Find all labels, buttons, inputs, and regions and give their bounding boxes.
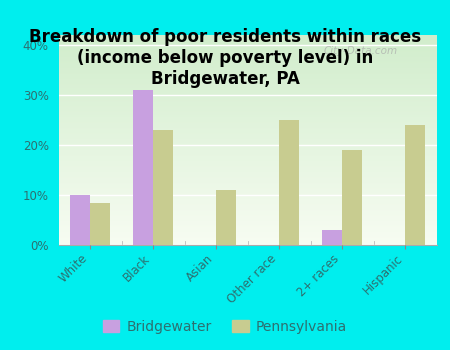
Bar — [70, 195, 90, 245]
Text: City-Data.com: City-Data.com — [323, 46, 397, 56]
Bar — [133, 90, 153, 245]
Bar — [153, 130, 173, 245]
Legend: Bridgewater, Pennsylvania: Bridgewater, Pennsylvania — [97, 314, 353, 340]
Bar — [216, 190, 236, 245]
Bar — [279, 120, 299, 245]
Text: Breakdown of poor residents within races
(income below poverty level) in
Bridgew: Breakdown of poor residents within races… — [29, 28, 421, 88]
Bar — [342, 150, 362, 245]
Bar — [405, 125, 425, 245]
Bar — [322, 230, 342, 245]
Bar — [90, 203, 110, 245]
